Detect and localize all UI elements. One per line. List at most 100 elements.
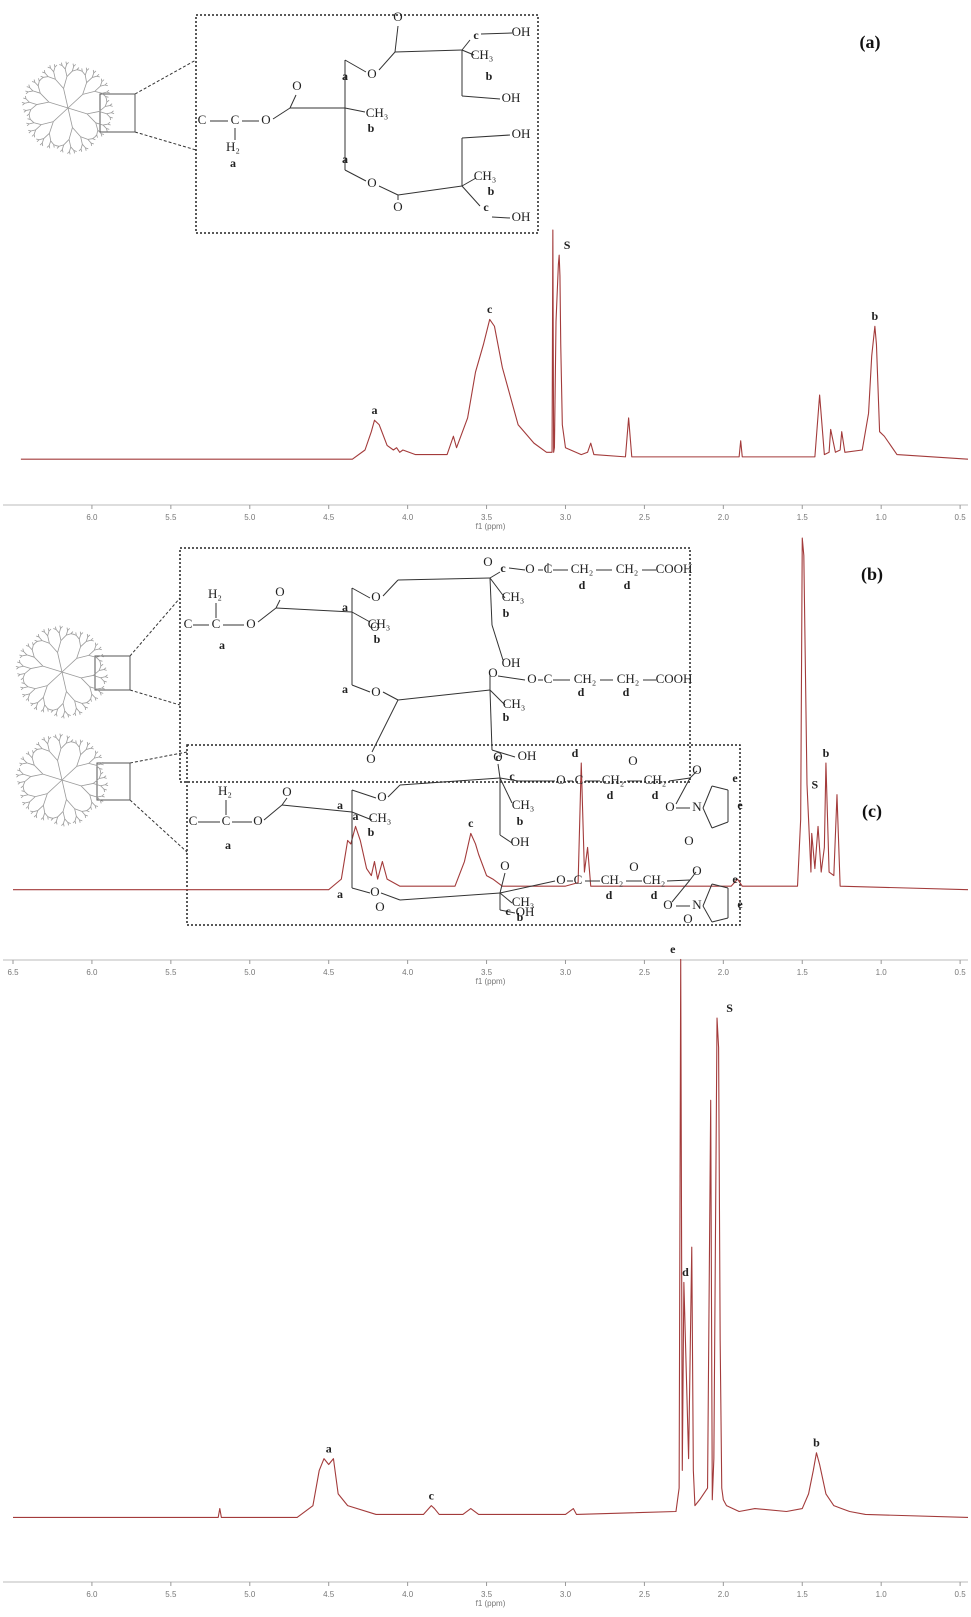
structure-label: C bbox=[544, 561, 553, 576]
structure-label: a bbox=[230, 156, 236, 170]
x-tick-label: 6.0 bbox=[86, 513, 98, 522]
structure-label: C bbox=[574, 872, 583, 887]
structure-label: a bbox=[337, 887, 343, 901]
bond bbox=[498, 764, 500, 778]
branch bbox=[44, 632, 47, 636]
branch bbox=[33, 751, 35, 753]
x-tick-label: 0.5 bbox=[955, 1590, 967, 1599]
branch bbox=[43, 794, 47, 806]
structure-label: c bbox=[509, 769, 515, 783]
branch bbox=[47, 780, 62, 794]
structure-label: OH bbox=[502, 655, 521, 670]
branch bbox=[34, 815, 36, 817]
bond bbox=[490, 578, 492, 625]
branch bbox=[89, 807, 91, 809]
structure-label: d bbox=[651, 888, 658, 902]
branch bbox=[69, 139, 71, 146]
branch bbox=[54, 822, 56, 824]
x-tick-label: 5.0 bbox=[244, 968, 256, 977]
branch bbox=[68, 736, 70, 738]
structure-label: O bbox=[292, 78, 301, 93]
branch bbox=[96, 752, 98, 754]
structure-label: C bbox=[544, 671, 553, 686]
peak-label: a bbox=[326, 1441, 332, 1455]
structure-label: c bbox=[473, 28, 479, 42]
branch bbox=[44, 740, 47, 744]
branch bbox=[89, 758, 95, 763]
branch bbox=[21, 786, 23, 788]
structure-label: C bbox=[231, 112, 240, 127]
structure-label: O bbox=[500, 858, 509, 873]
structure-label: O bbox=[393, 9, 402, 24]
x-axis-title: f1 (ppm) bbox=[476, 977, 506, 986]
structure-label: O bbox=[367, 66, 376, 81]
structure-label: COOH bbox=[656, 671, 693, 686]
branch bbox=[36, 125, 42, 130]
x-tick-label: 3.5 bbox=[481, 1590, 493, 1599]
branch bbox=[58, 760, 62, 780]
structure-label: O bbox=[628, 753, 637, 768]
branch bbox=[99, 757, 102, 758]
bond bbox=[703, 906, 712, 922]
branch bbox=[62, 780, 81, 786]
branch bbox=[48, 739, 49, 744]
bond bbox=[500, 893, 512, 903]
x-axis-title: f1 (ppm) bbox=[476, 1599, 506, 1608]
structure-label: COOH bbox=[656, 561, 693, 576]
branch bbox=[95, 135, 97, 137]
bond bbox=[667, 880, 690, 881]
branch bbox=[20, 795, 23, 796]
branch bbox=[59, 628, 60, 633]
spectrum-line bbox=[13, 959, 968, 1517]
branch bbox=[64, 88, 68, 108]
structure-label: O bbox=[663, 897, 672, 912]
branch bbox=[63, 800, 66, 812]
bond bbox=[388, 785, 400, 797]
x-tick-label: 3.0 bbox=[560, 968, 572, 977]
branch bbox=[50, 818, 53, 819]
branch bbox=[89, 763, 96, 765]
branch bbox=[26, 806, 28, 808]
branch bbox=[45, 705, 48, 709]
x-tick-label: 2.5 bbox=[639, 968, 651, 977]
branch bbox=[99, 649, 102, 650]
branch bbox=[108, 124, 111, 125]
branch bbox=[89, 650, 95, 655]
structure-label: a bbox=[225, 838, 231, 852]
branch bbox=[76, 816, 79, 820]
branch bbox=[95, 86, 101, 91]
branch bbox=[105, 785, 108, 786]
dendrimer-icon bbox=[16, 734, 108, 827]
branch bbox=[47, 145, 49, 147]
branch bbox=[71, 147, 74, 151]
x-tick-label: 1.5 bbox=[797, 1590, 809, 1599]
branch bbox=[28, 130, 31, 131]
branch bbox=[49, 102, 68, 108]
branch bbox=[82, 811, 87, 812]
branch bbox=[61, 743, 66, 748]
panel-label: (b) bbox=[861, 564, 883, 585]
branch bbox=[59, 736, 60, 741]
branch bbox=[35, 640, 38, 641]
branch bbox=[30, 703, 33, 704]
branch bbox=[77, 755, 81, 767]
branch bbox=[45, 73, 48, 77]
branch bbox=[79, 743, 81, 748]
branch bbox=[85, 75, 86, 83]
structure-label: CH₂ bbox=[644, 772, 667, 787]
structure-label: b bbox=[488, 184, 495, 198]
branch bbox=[85, 71, 87, 76]
bond bbox=[276, 608, 352, 612]
bond bbox=[345, 60, 366, 72]
branch bbox=[34, 657, 43, 666]
branch bbox=[42, 641, 49, 644]
bond bbox=[712, 918, 728, 922]
branch bbox=[49, 751, 57, 760]
bond bbox=[264, 805, 282, 820]
bond bbox=[500, 873, 505, 893]
structure-label: d bbox=[578, 685, 585, 699]
structure-label: CH₂ bbox=[574, 671, 597, 686]
branch bbox=[81, 641, 87, 646]
branch bbox=[20, 663, 23, 666]
branch bbox=[32, 758, 34, 765]
